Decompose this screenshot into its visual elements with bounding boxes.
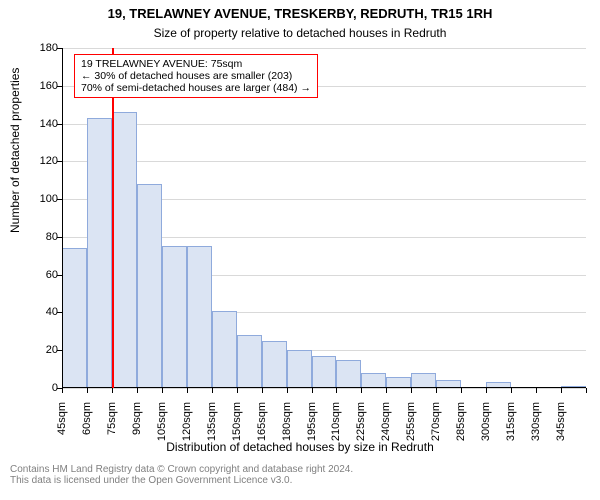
x-tick — [511, 388, 512, 393]
x-tick-label: 285sqm — [455, 402, 467, 452]
x-tick-label: 345sqm — [555, 402, 567, 452]
plot-area: 19 TRELAWNEY AVENUE: 75sqm← 30% of detac… — [62, 48, 586, 388]
y-tick-label: 40 — [46, 306, 58, 318]
x-tick — [312, 388, 313, 393]
y-tick-label: 160 — [40, 80, 58, 92]
histogram-bar — [262, 341, 287, 388]
x-tick — [361, 388, 362, 393]
x-tick-label: 75sqm — [106, 402, 118, 452]
gridline — [62, 161, 586, 162]
histogram-bar — [212, 311, 237, 388]
histogram-bar — [187, 246, 212, 388]
x-tick-label: 195sqm — [306, 402, 318, 452]
x-tick — [536, 388, 537, 393]
x-tick-label: 255sqm — [405, 402, 417, 452]
histogram-bar — [137, 184, 162, 388]
histogram-bar — [336, 360, 361, 388]
x-tick-label: 330sqm — [530, 402, 542, 452]
histogram-bar — [87, 118, 112, 388]
x-tick-label: 300sqm — [480, 402, 492, 452]
y-axis-label: Number of detached properties — [8, 68, 22, 233]
x-tick-label: 135sqm — [206, 402, 218, 452]
x-tick-label: 45sqm — [56, 402, 68, 452]
x-tick — [87, 388, 88, 393]
x-tick-label: 150sqm — [231, 402, 243, 452]
histogram-bar — [411, 373, 436, 388]
x-tick-label: 270sqm — [430, 402, 442, 452]
x-tick — [187, 388, 188, 393]
x-tick — [411, 388, 412, 393]
x-tick-label: 90sqm — [131, 402, 143, 452]
histogram-bar — [312, 356, 337, 388]
histogram-bar — [287, 350, 312, 388]
property-marker-line — [112, 48, 114, 388]
y-tick-label: 0 — [52, 382, 58, 394]
x-tick — [561, 388, 562, 393]
annotation-line: 19 TRELAWNEY AVENUE: 75sqm — [81, 58, 311, 70]
annotation-line: 70% of semi-detached houses are larger (… — [81, 82, 311, 94]
x-tick-label: 315sqm — [505, 402, 517, 452]
chart-subtitle: Size of property relative to detached ho… — [0, 26, 600, 40]
y-tick-label: 20 — [46, 344, 58, 356]
x-tick-label: 225sqm — [355, 402, 367, 452]
x-tick-label: 105sqm — [156, 402, 168, 452]
y-tick-label: 140 — [40, 118, 58, 130]
x-tick-label: 180sqm — [281, 402, 293, 452]
x-tick — [112, 388, 113, 393]
histogram-bar — [162, 246, 187, 388]
y-tick-label: 60 — [46, 269, 58, 281]
x-tick — [212, 388, 213, 393]
x-tick — [237, 388, 238, 393]
x-tick — [336, 388, 337, 393]
y-tick-label: 100 — [40, 193, 58, 205]
x-tick-label: 60sqm — [81, 402, 93, 452]
x-tick — [262, 388, 263, 393]
chart-title: 19, TRELAWNEY AVENUE, TRESKERBY, REDRUTH… — [0, 6, 600, 21]
x-tick — [62, 388, 63, 393]
footer-line: Contains HM Land Registry data © Crown c… — [10, 464, 353, 475]
histogram-bar — [361, 373, 386, 388]
x-tick-label: 240sqm — [380, 402, 392, 452]
x-tick-label: 210sqm — [330, 402, 342, 452]
x-tick — [386, 388, 387, 393]
x-tick — [162, 388, 163, 393]
x-tick — [486, 388, 487, 393]
footer-line: This data is licensed under the Open Gov… — [10, 475, 353, 486]
gridline — [62, 48, 586, 49]
x-tick-label: 165sqm — [256, 402, 268, 452]
y-tick-label: 80 — [46, 231, 58, 243]
y-tick-label: 180 — [40, 42, 58, 54]
histogram-bar — [112, 112, 137, 388]
annotation-line: ← 30% of detached houses are smaller (20… — [81, 70, 311, 82]
x-tick — [137, 388, 138, 393]
chart-container: { "chart": { "type": "histogram", "title… — [0, 0, 600, 500]
x-tick — [287, 388, 288, 393]
histogram-bar — [237, 335, 262, 388]
x-tick — [461, 388, 462, 393]
y-tick-label: 120 — [40, 155, 58, 167]
gridline — [62, 388, 586, 389]
x-axis-line — [62, 387, 586, 388]
gridline — [62, 124, 586, 125]
x-tick — [586, 388, 587, 393]
y-axis-line — [62, 48, 63, 388]
histogram-bar — [62, 248, 87, 388]
footer-attribution: Contains HM Land Registry data © Crown c… — [10, 464, 353, 486]
annotation-box: 19 TRELAWNEY AVENUE: 75sqm← 30% of detac… — [74, 54, 318, 98]
x-tick — [436, 388, 437, 393]
x-tick-label: 120sqm — [181, 402, 193, 452]
